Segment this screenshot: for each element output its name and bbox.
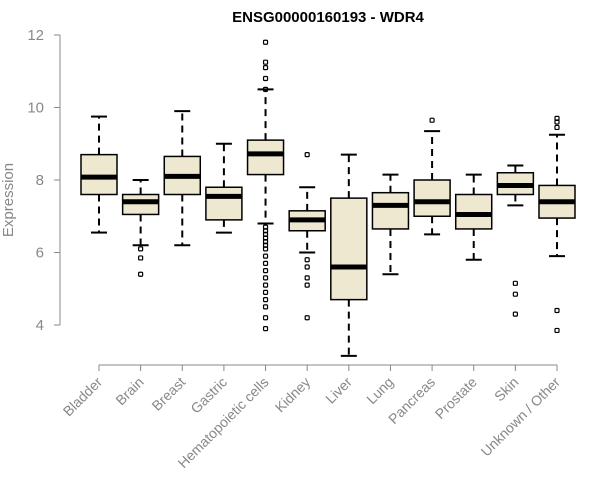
outlier-point (429, 117, 435, 123)
box-group (246, 39, 285, 332)
outlier-point (304, 275, 310, 281)
y-tick-label: 10 (27, 100, 44, 117)
iqr-box (121, 193, 160, 216)
x-tick-label: Lung (363, 374, 396, 407)
x-tick-label: Breast (148, 374, 188, 414)
x-tick-label: Bladder (60, 374, 106, 420)
outlier-point (262, 304, 269, 310)
box-group (163, 110, 202, 247)
outlier-point (262, 275, 269, 281)
y-tick-label: 8 (36, 172, 44, 189)
outlier-point (138, 271, 144, 277)
outlier-point (304, 257, 310, 263)
iqr-box (80, 153, 118, 196)
outlier-point (262, 253, 269, 259)
outlier-point (262, 246, 269, 252)
boxes (80, 39, 576, 357)
outlier-point (262, 39, 269, 45)
box-group (80, 115, 118, 234)
y-ticks: 4 6 8 10 12 (27, 27, 60, 334)
y-axis-label: Expression (0, 163, 17, 237)
y-tick-label: 6 (36, 245, 44, 262)
iqr-box (454, 193, 493, 230)
x-tick-label: Skin (491, 374, 522, 405)
x-tick-label: Kidney (272, 374, 314, 416)
iqr-box (413, 179, 451, 217)
outlier-point (138, 246, 144, 252)
outlier-point (554, 119, 560, 125)
outlier-point (138, 255, 144, 261)
outlier-point (262, 86, 269, 92)
box-group (454, 173, 493, 261)
outlier-point (512, 311, 518, 317)
outlier-point (262, 59, 269, 65)
outlier-point (262, 75, 269, 82)
box-group (538, 115, 576, 334)
iqr-box (371, 191, 410, 230)
outlier-point (262, 65, 269, 71)
outlier-point (262, 268, 269, 274)
outlier-point (554, 307, 560, 314)
outlier-point (262, 260, 269, 266)
x-tick-label: Liver (322, 374, 355, 407)
box-group (371, 173, 410, 276)
outlier-point (304, 264, 310, 270)
box-group (121, 179, 160, 277)
box-group (288, 152, 326, 321)
x-tick-label: Prostate (432, 374, 480, 422)
box-group (496, 164, 535, 317)
y-tick-label: 4 (36, 317, 44, 334)
chart-title: ENSG00000160193 - WDR4 (232, 9, 424, 26)
outlier-point (262, 297, 269, 303)
iqr-box (330, 197, 368, 301)
iqr-box (205, 186, 243, 221)
outlier-point (262, 326, 269, 332)
outlier-point (512, 280, 518, 286)
box-group (205, 142, 243, 234)
outlier-point (262, 282, 269, 288)
outlier-point (262, 289, 269, 295)
box-group (330, 153, 368, 357)
outlier-point (262, 315, 269, 321)
x-tick-label: Brain (112, 374, 146, 408)
outlier-point (304, 152, 310, 158)
outlier-point (304, 315, 310, 321)
y-tick-label: 12 (27, 27, 44, 44)
outlier-point (554, 124, 560, 131)
outlier-point (512, 291, 518, 297)
iqr-box (246, 139, 285, 176)
box-group (413, 117, 451, 236)
outlier-point (304, 282, 310, 288)
outlier-point (554, 327, 560, 334)
x-tick-label: Unknown / Other (478, 374, 564, 460)
